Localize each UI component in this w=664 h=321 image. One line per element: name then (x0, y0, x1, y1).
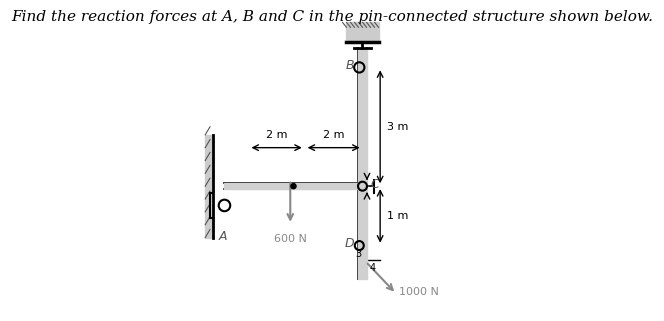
Circle shape (291, 184, 296, 189)
Bar (205, 135, 213, 238)
Text: 3: 3 (355, 248, 361, 259)
Text: D: D (345, 238, 355, 250)
Text: 2 m: 2 m (323, 130, 345, 140)
Text: 2 m: 2 m (266, 130, 288, 140)
Text: 3 m: 3 m (386, 122, 408, 132)
Text: 1000 N: 1000 N (400, 287, 440, 297)
Text: Find the reaction forces at A, B and C in the pin-connected structure shown belo: Find the reaction forces at A, B and C i… (11, 10, 653, 24)
Bar (224, 183, 363, 189)
Text: 600 N: 600 N (274, 234, 307, 244)
Bar (359, 48, 367, 279)
Text: A: A (218, 230, 227, 242)
Text: 1 m: 1 m (386, 211, 408, 221)
Text: C: C (371, 178, 379, 191)
Text: B: B (345, 59, 354, 72)
Text: 4: 4 (369, 263, 375, 273)
Bar (347, 22, 378, 42)
